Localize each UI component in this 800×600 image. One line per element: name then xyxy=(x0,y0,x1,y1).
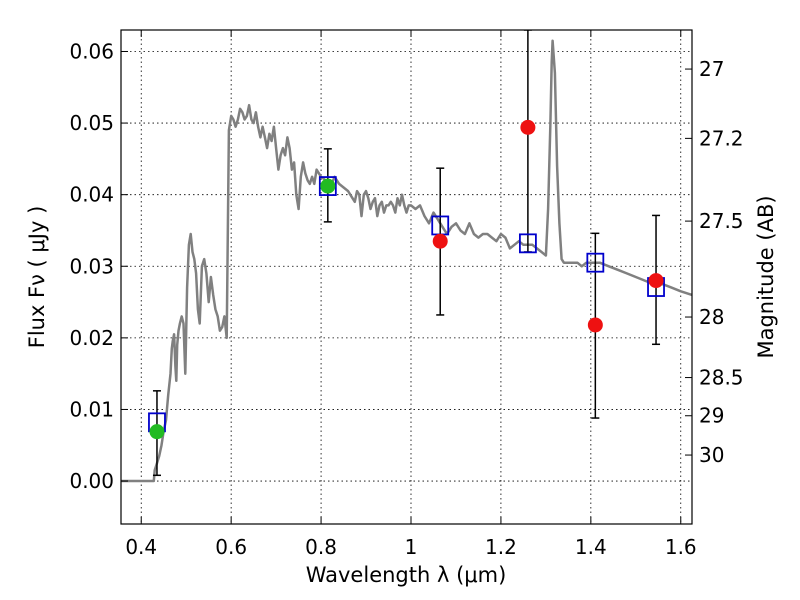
axis-ticks xyxy=(121,30,692,524)
y2-tick-label: 30 xyxy=(699,443,724,467)
y-tick-label: 0.03 xyxy=(69,254,114,278)
y-tick-label: 0.01 xyxy=(69,397,114,421)
y2-tick-label: 28.5 xyxy=(699,366,744,390)
observed-flux-point xyxy=(432,233,448,249)
x-tick-label: 1.2 xyxy=(485,535,517,559)
tick-labels: 0.4 0.6 0.8 1 1.2 1.4 1.6 0.00 0.01 0.02 0.03 0.04 0… xyxy=(69,39,743,559)
model-flux-square xyxy=(518,233,537,254)
y2-tick-label: 27 xyxy=(699,57,724,81)
x-tick-label: 0.8 xyxy=(305,535,337,559)
x-tick-label: 1.6 xyxy=(665,535,697,559)
y-tick-label: 0.05 xyxy=(69,111,114,135)
x-tick-label: 0.4 xyxy=(125,535,157,559)
plot-frame xyxy=(120,29,693,525)
y-tick-label: 0.06 xyxy=(69,39,114,63)
error-bar xyxy=(523,30,532,253)
y2-tick-label: 29 xyxy=(699,404,724,428)
y-axis-label: Flux Fν ( μJy ) xyxy=(25,206,49,349)
plot-area xyxy=(121,30,692,483)
y2-axis-label: Magnitude (AB) xyxy=(754,195,778,358)
y2-tick-label: 27.5 xyxy=(699,209,744,233)
observed-flux-point xyxy=(587,317,603,333)
observed-flux-point xyxy=(648,273,664,289)
y-tick-label: 0.02 xyxy=(69,326,114,350)
x-axis-label: Wavelength λ (μm) xyxy=(306,563,507,587)
grid xyxy=(121,30,692,524)
sed-model-line xyxy=(121,39,692,483)
x-tick-label: 0.6 xyxy=(215,535,247,559)
x-tick-label: 1 xyxy=(405,535,418,559)
y2-tick-label: 27.2 xyxy=(699,126,744,150)
x-tick-label: 1.4 xyxy=(575,535,607,559)
y-tick-label: 0.00 xyxy=(69,469,114,493)
model-flux-square xyxy=(318,176,337,196)
observed-flux-point xyxy=(320,178,336,194)
model-flux-square xyxy=(586,252,605,273)
y2-tick-label: 28 xyxy=(699,305,724,329)
y-tick-label: 0.04 xyxy=(69,183,114,207)
observed-flux-point xyxy=(149,424,165,440)
observed-flux-point xyxy=(520,119,536,135)
